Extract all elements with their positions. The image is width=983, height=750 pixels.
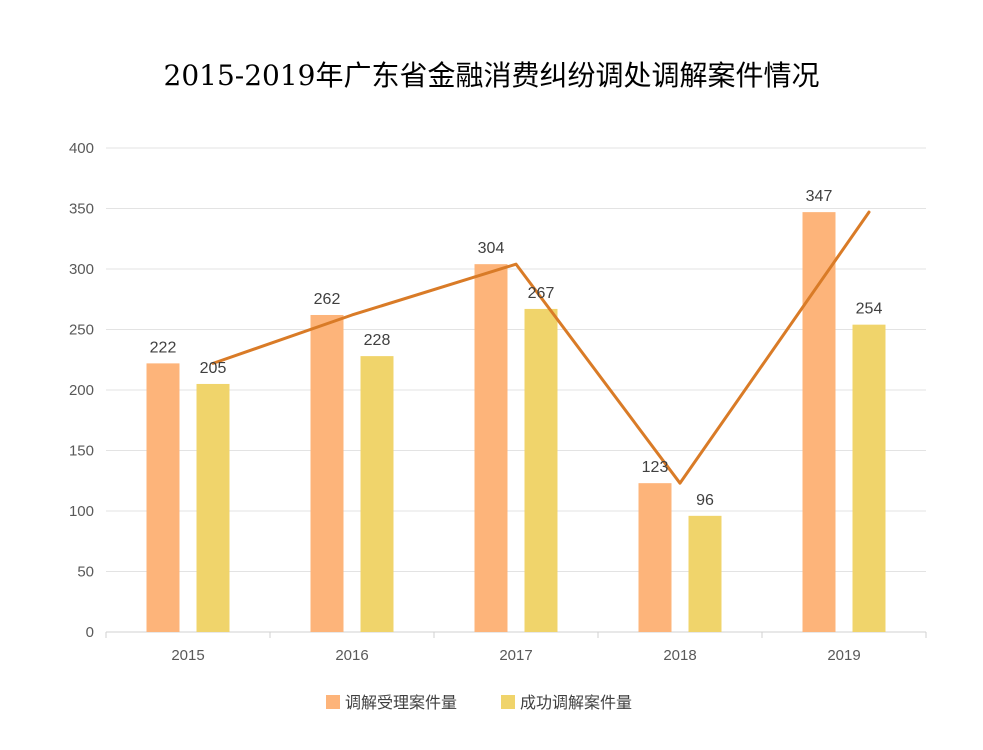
legend-swatch [501, 695, 515, 709]
y-tick-label: 100 [69, 503, 94, 520]
bar-accepted [310, 314, 344, 632]
legend-label: 成功调解案件量 [520, 693, 632, 712]
legend-label: 调解受理案件量 [345, 693, 457, 712]
data-label: 347 [806, 188, 833, 205]
bar-accepted [638, 483, 672, 632]
data-label: 262 [314, 291, 341, 308]
x-axis-ticks: 2015 2016 2017 2018 2019 [171, 647, 860, 664]
x-tick-label: 2019 [827, 647, 860, 664]
x-tick-label: 2018 [663, 647, 696, 664]
data-label: 96 [696, 492, 714, 509]
y-tick-label: 350 [69, 201, 94, 218]
legend-swatch [326, 695, 340, 709]
chart-title: 2015-2019年广东省金融消费纠纷调处调解案件情况 [163, 59, 820, 92]
bar-accepted [146, 363, 180, 632]
grid-lines [105, 147, 927, 638]
bar-accepted [474, 264, 508, 632]
bar-successful [852, 324, 886, 632]
data-label: 123 [642, 459, 669, 476]
bar-successful [688, 515, 722, 632]
data-label: 222 [150, 339, 177, 356]
bar-successful [524, 308, 558, 632]
data-label: 304 [478, 240, 505, 257]
y-tick-label: 250 [69, 322, 94, 339]
y-tick-label: 0 [86, 624, 94, 641]
data-label: 267 [528, 285, 555, 302]
y-tick-label: 200 [69, 382, 94, 399]
bar-successful [196, 383, 230, 632]
trend-line-path [211, 210, 871, 485]
legend: 调解受理案件量 成功调解案件量 [326, 693, 632, 712]
trend-line [211, 210, 871, 485]
data-labels: 222 205 262 228 304 267 123 96 347 254 [150, 188, 883, 509]
data-label: 254 [856, 301, 883, 318]
x-tick-label: 2016 [335, 647, 368, 664]
y-tick-label: 400 [69, 140, 94, 157]
bars [146, 212, 886, 632]
bar-accepted [802, 212, 836, 632]
bar-successful [360, 356, 394, 632]
y-tick-label: 300 [69, 261, 94, 278]
y-axis-ticks: 0 50 100 150 200 250 300 350 400 [69, 140, 94, 641]
data-label: 228 [364, 332, 391, 349]
x-tick-label: 2015 [171, 647, 204, 664]
y-tick-label: 150 [69, 443, 94, 460]
y-tick-label: 50 [77, 564, 94, 581]
data-label: 205 [200, 360, 227, 377]
x-tick-label: 2017 [499, 647, 532, 664]
